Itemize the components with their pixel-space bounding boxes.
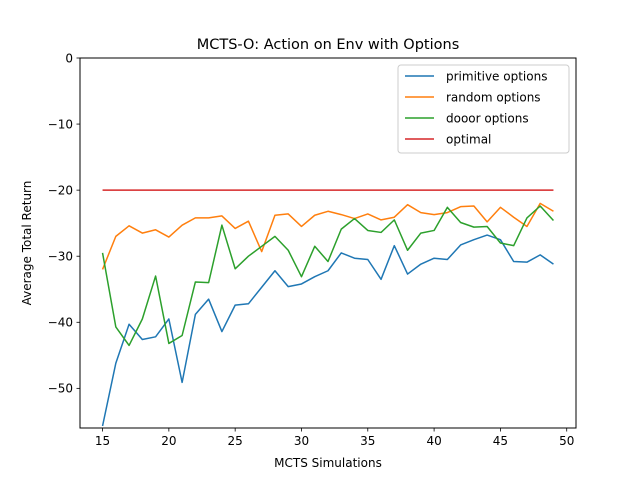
- x-tick-label: 45: [493, 434, 508, 448]
- x-tick-label: 25: [228, 434, 243, 448]
- series-line-0: [101, 234, 554, 427]
- plot-series: [101, 189, 555, 427]
- legend-entry-label: random options: [446, 90, 541, 104]
- y-axis: 0 −10 −20 −30 −40 −50: [48, 51, 80, 396]
- legend: primitive options random options dooor opt…: [397, 64, 570, 154]
- legend-entry-label: primitive options: [446, 69, 547, 83]
- legend-entry-label: optimal: [446, 132, 491, 146]
- plot-frame: [79, 57, 577, 429]
- y-tick-label: −20: [48, 183, 73, 197]
- x-tick-label: 35: [360, 434, 375, 448]
- legend-box: [397, 64, 570, 154]
- y-axis-label: Average Total Return: [20, 181, 34, 306]
- legend-entry-label: dooor options: [446, 111, 529, 125]
- x-tick-label: 15: [95, 434, 110, 448]
- x-tick-label: 20: [161, 434, 176, 448]
- x-axis-label: MCTS Simulations: [274, 456, 382, 470]
- y-tick-label: −40: [48, 316, 73, 330]
- x-tick-label: 40: [426, 434, 441, 448]
- x-tick-label: 30: [294, 434, 309, 448]
- y-tick-label: −50: [48, 382, 73, 396]
- y-tick-label: −30: [48, 250, 73, 264]
- y-tick-label: 0: [65, 51, 73, 65]
- chart-title: MCTS-O: Action on Env with Options: [197, 37, 460, 53]
- x-axis: 15 20 25 30 35 40 45 50: [95, 428, 574, 448]
- series-line-1: [101, 202, 554, 270]
- series-line-2: [101, 205, 555, 347]
- y-tick-label: −10: [48, 117, 73, 131]
- x-tick-label: 50: [559, 434, 574, 448]
